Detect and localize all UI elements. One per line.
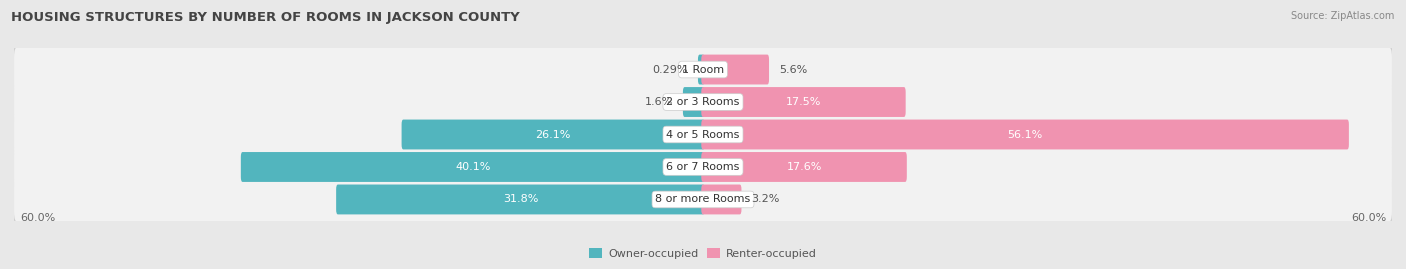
Text: 6 or 7 Rooms: 6 or 7 Rooms [666, 162, 740, 172]
FancyBboxPatch shape [697, 55, 704, 84]
FancyBboxPatch shape [13, 144, 1393, 190]
Text: 60.0%: 60.0% [20, 213, 55, 223]
Text: 60.0%: 60.0% [1351, 213, 1386, 223]
Text: 5.6%: 5.6% [779, 65, 807, 75]
Text: 4 or 5 Rooms: 4 or 5 Rooms [666, 129, 740, 140]
FancyBboxPatch shape [14, 177, 1392, 222]
FancyBboxPatch shape [14, 80, 1392, 125]
Text: 1 Room: 1 Room [682, 65, 724, 75]
Text: 26.1%: 26.1% [536, 129, 571, 140]
Legend: Owner-occupied, Renter-occupied: Owner-occupied, Renter-occupied [585, 244, 821, 263]
FancyBboxPatch shape [683, 87, 704, 117]
FancyBboxPatch shape [14, 144, 1392, 189]
Text: 1.6%: 1.6% [645, 97, 673, 107]
Text: 40.1%: 40.1% [456, 162, 491, 172]
Text: 17.6%: 17.6% [786, 162, 821, 172]
FancyBboxPatch shape [702, 55, 769, 84]
Text: 3.2%: 3.2% [751, 194, 779, 204]
FancyBboxPatch shape [240, 152, 704, 182]
FancyBboxPatch shape [702, 152, 907, 182]
FancyBboxPatch shape [13, 47, 1393, 93]
FancyBboxPatch shape [702, 87, 905, 117]
Text: 31.8%: 31.8% [503, 194, 538, 204]
Text: 0.29%: 0.29% [652, 65, 688, 75]
FancyBboxPatch shape [14, 112, 1392, 157]
Text: HOUSING STRUCTURES BY NUMBER OF ROOMS IN JACKSON COUNTY: HOUSING STRUCTURES BY NUMBER OF ROOMS IN… [11, 11, 520, 24]
Text: Source: ZipAtlas.com: Source: ZipAtlas.com [1291, 11, 1395, 21]
Text: 2 or 3 Rooms: 2 or 3 Rooms [666, 97, 740, 107]
FancyBboxPatch shape [14, 47, 1392, 92]
Text: 56.1%: 56.1% [1008, 129, 1043, 140]
FancyBboxPatch shape [13, 176, 1393, 222]
FancyBboxPatch shape [336, 185, 704, 214]
FancyBboxPatch shape [13, 111, 1393, 158]
Text: 17.5%: 17.5% [786, 97, 821, 107]
FancyBboxPatch shape [13, 79, 1393, 125]
Text: 8 or more Rooms: 8 or more Rooms [655, 194, 751, 204]
FancyBboxPatch shape [702, 185, 741, 214]
FancyBboxPatch shape [702, 119, 1348, 150]
FancyBboxPatch shape [402, 119, 704, 150]
